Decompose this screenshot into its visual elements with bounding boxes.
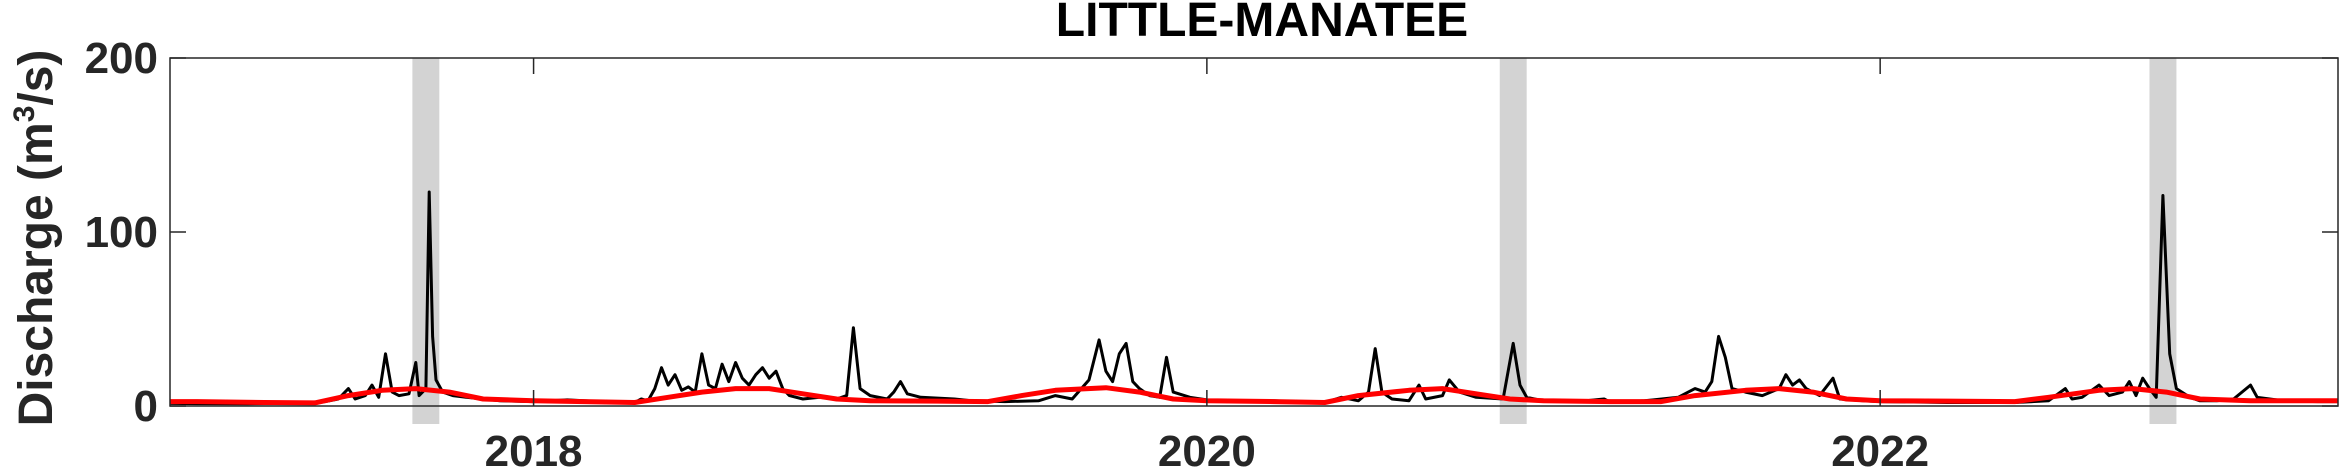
series-layer (169, 190, 2338, 406)
observed-series-line (169, 190, 2338, 406)
y-ticks: 0 100 200 (85, 34, 2338, 431)
chart-title: LITTLE-MANATEE (1056, 0, 1468, 47)
y-tick-label-0: 0 (134, 382, 158, 431)
plot-frame (169, 57, 2339, 407)
axes (169, 57, 2339, 407)
x-tick-label-2022: 2022 (1831, 427, 1929, 470)
highlight-periods (412, 58, 2177, 424)
seasonal-series-line (170, 385, 2338, 406)
x-tick-label-2020: 2020 (1158, 427, 1256, 470)
y-tick-label-200: 200 (85, 34, 158, 83)
y-axis-label: Discharge (m3/s) (8, 50, 63, 427)
x-ticks: 2018 2020 2022 (485, 58, 1929, 470)
x-tick-label-2018: 2018 (485, 427, 583, 470)
highlight-period-2 (1499, 58, 1527, 424)
y-tick-label-100: 100 (85, 208, 158, 257)
